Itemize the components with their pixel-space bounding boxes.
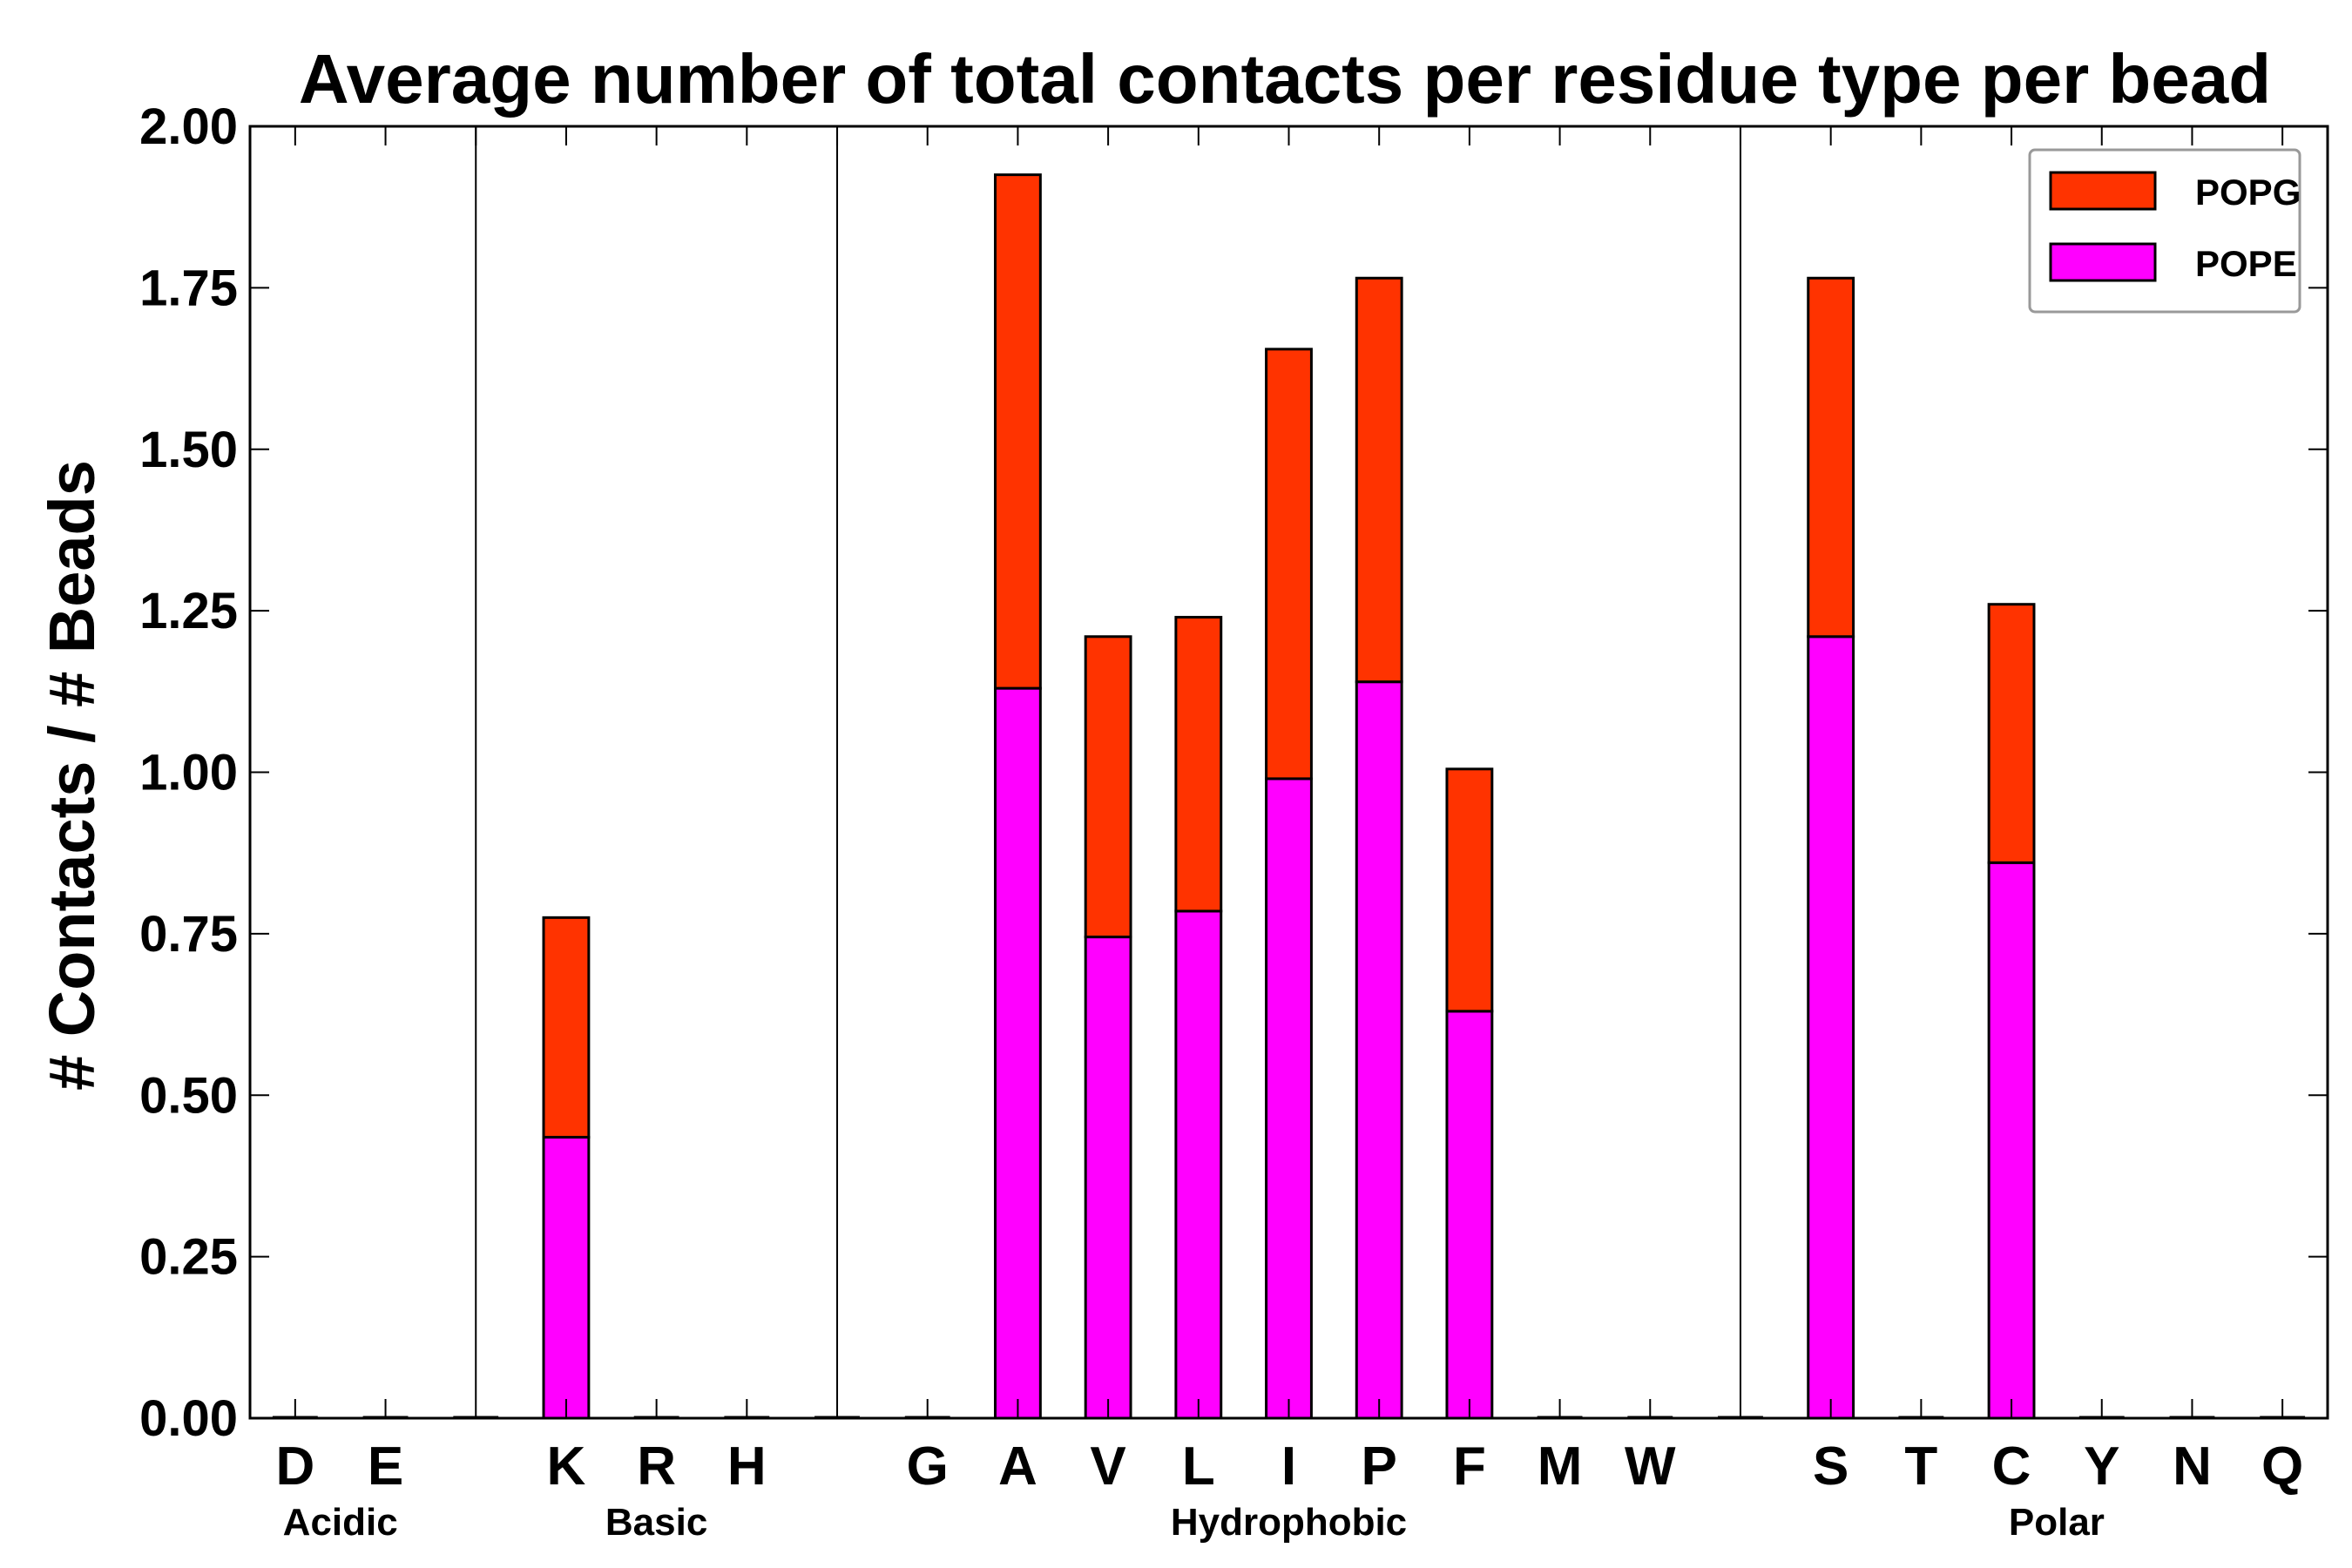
x-tick-label: D: [275, 1436, 314, 1497]
legend-swatch-popg: [2049, 171, 2157, 211]
y-tick-label: 1.50: [139, 422, 238, 478]
x-tick-label: K: [547, 1436, 586, 1497]
y-tick-label: 2.00: [139, 98, 238, 155]
y-tick-label: 0.75: [139, 906, 238, 963]
bar-popg-P: [1355, 276, 1403, 684]
group-label: Hydrophobic: [1171, 1501, 1407, 1544]
bar-popg-F: [1445, 767, 1494, 1013]
x-tick-label: S: [1813, 1436, 1848, 1497]
bar-pope-P: [1355, 680, 1403, 1420]
y-tick-label: 1.00: [139, 745, 238, 801]
bar-pope-A: [993, 686, 1042, 1420]
legend-swatch-pope: [2049, 242, 2157, 282]
x-tick-label: I: [1281, 1436, 1296, 1497]
x-tick-label: M: [1538, 1436, 1583, 1497]
y-tick-label: 0.00: [139, 1390, 238, 1447]
y-axis-label: # Contacts / # Beads: [36, 460, 108, 1091]
bar-popg-K: [542, 916, 591, 1139]
x-tick-label: R: [637, 1436, 676, 1497]
bar-pope-L: [1174, 909, 1223, 1420]
bar-popg-V: [1084, 635, 1132, 939]
group-label: Polar: [2009, 1501, 2105, 1544]
bar-pope-I: [1265, 777, 1313, 1420]
y-tick-label: 0.25: [139, 1229, 238, 1286]
x-tick-label: T: [1904, 1436, 1937, 1497]
x-tick-label: W: [1625, 1436, 1676, 1497]
bar-pope-C: [1987, 861, 2036, 1420]
x-tick-label: L: [1182, 1436, 1215, 1497]
y-tick-label: 0.50: [139, 1067, 238, 1124]
x-tick-label: E: [368, 1436, 403, 1497]
legend-label-popg: POPG: [2195, 172, 2301, 213]
y-tick-label: 1.75: [139, 260, 238, 316]
x-tick-label: C: [1992, 1436, 2031, 1497]
bar-pope-K: [542, 1135, 591, 1420]
bar-popg-I: [1265, 348, 1313, 781]
bar-pope-F: [1445, 1010, 1494, 1420]
x-tick-label: N: [2173, 1436, 2212, 1497]
axes-frame: [248, 125, 2329, 1420]
bar-popg-L: [1174, 616, 1223, 913]
x-tick-label: G: [907, 1436, 949, 1497]
x-tick-label: Y: [2084, 1436, 2119, 1497]
bar-popg-A: [993, 173, 1042, 690]
bar-popg-C: [1987, 603, 2036, 864]
x-tick-label: P: [1362, 1436, 1397, 1497]
bar-pope-S: [1807, 635, 1855, 1420]
y-tick-label: 1.25: [139, 583, 238, 639]
group-label: Acidic: [283, 1501, 398, 1544]
x-tick-label: V: [1090, 1436, 1125, 1497]
bar-popg-S: [1807, 276, 1855, 639]
plot-area: 0.00 0.25 0.50 0.75 1.00 1.25 1.50 1.75 2.00 D E K R…: [139, 98, 2329, 1544]
bar-pope-V: [1084, 936, 1132, 1420]
x-tick-label: F: [1453, 1436, 1486, 1497]
x-tick-label: Q: [2261, 1436, 2303, 1497]
legend-label-pope: POPE: [2195, 243, 2297, 284]
x-tick-label: H: [727, 1436, 767, 1497]
x-tick-label: A: [998, 1436, 1037, 1497]
chart-title: Average number of total contacts per res…: [299, 40, 2271, 118]
group-label: Basic: [605, 1501, 707, 1544]
